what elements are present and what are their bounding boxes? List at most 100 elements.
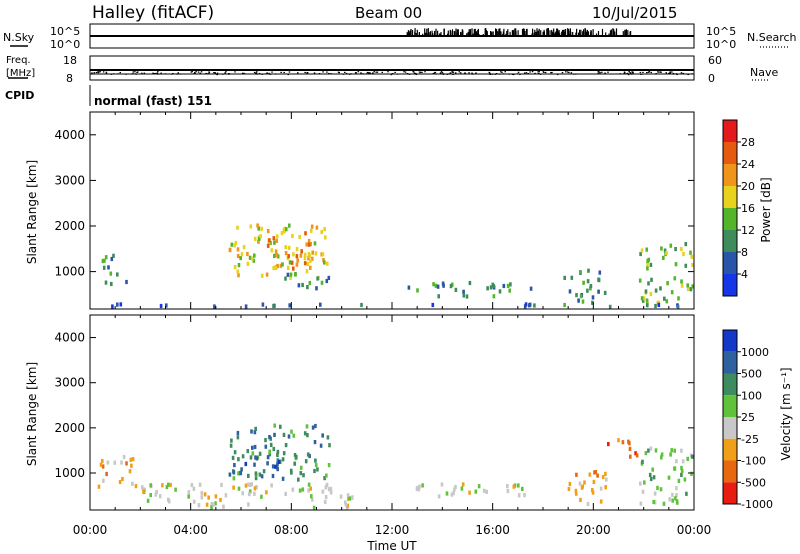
power-cell xyxy=(646,303,649,308)
freq-dot xyxy=(435,73,437,75)
freq-dot xyxy=(216,72,219,74)
beam-label: Beam 00 xyxy=(355,4,422,22)
power-cell xyxy=(315,286,318,291)
noise-spike xyxy=(582,31,584,35)
power-cell xyxy=(603,290,607,295)
noise-spike xyxy=(565,29,567,35)
velocity-cell xyxy=(477,484,481,489)
freq-dot xyxy=(134,73,136,75)
power-colorbar-swatch xyxy=(723,142,737,164)
velocity-cell xyxy=(321,489,325,494)
power-cell xyxy=(246,261,250,266)
date-label: 10/Jul/2015 xyxy=(592,4,677,22)
freq-dot xyxy=(511,73,514,75)
velocity-cell xyxy=(230,438,233,443)
velocity-cell xyxy=(266,455,270,460)
velocity-cell xyxy=(628,446,632,451)
noise-spike xyxy=(476,31,478,35)
velocity-cell xyxy=(149,493,152,498)
velocity-cell xyxy=(599,499,603,504)
power-cell xyxy=(102,265,106,270)
freq-dot xyxy=(575,73,577,75)
velocity-cell xyxy=(247,502,250,507)
freq-dot xyxy=(91,72,93,74)
freq-label-2: [MHz] xyxy=(6,68,35,79)
power-cell xyxy=(325,278,329,284)
velocity-cell xyxy=(187,490,191,495)
freq-dot xyxy=(421,71,423,73)
velocity-cell xyxy=(485,489,488,494)
noise-spike xyxy=(629,31,631,35)
freq-dot xyxy=(468,72,470,74)
noise-spike xyxy=(562,29,564,35)
power-cell xyxy=(663,248,667,253)
velocity-cell xyxy=(605,477,608,482)
power-cell xyxy=(309,265,312,270)
power-cell xyxy=(270,248,274,253)
power-cell xyxy=(291,233,294,239)
velocity-cell xyxy=(134,484,138,489)
power-ylabel: Slant Range [km] xyxy=(25,160,39,264)
freq-dot xyxy=(498,73,501,75)
power-cell xyxy=(662,255,665,260)
velocity-cell xyxy=(281,476,285,481)
velocity-cell xyxy=(306,433,309,438)
velocity-cell xyxy=(247,482,250,487)
noise-spike xyxy=(416,29,418,35)
velocity-cell xyxy=(512,484,516,489)
freq-dot xyxy=(419,73,421,75)
freq-dot xyxy=(525,72,528,74)
velocity-cell xyxy=(241,491,244,496)
power-cell xyxy=(287,254,290,259)
velocity-cell xyxy=(324,495,328,500)
power-cell xyxy=(324,235,327,240)
freq-dot xyxy=(381,71,383,73)
freq-dot xyxy=(366,71,369,74)
freq-dot xyxy=(537,73,540,75)
freq-dot xyxy=(375,71,377,73)
velocity-ylabel: Slant Range [km] xyxy=(25,362,39,466)
freq-dot xyxy=(534,72,536,74)
velocity-cell xyxy=(233,463,236,468)
velocity-cell xyxy=(635,453,639,458)
power-colorbar-swatch xyxy=(723,208,737,230)
power-cell xyxy=(638,278,642,283)
noise-spike xyxy=(549,30,551,35)
power-cell xyxy=(659,286,662,291)
power-cell xyxy=(295,262,299,267)
velocity-cell xyxy=(200,490,204,496)
velocity-colorbar-swatch xyxy=(723,373,737,396)
freq-dot xyxy=(224,72,226,74)
velocity-cell xyxy=(586,501,590,507)
freq-dot xyxy=(419,71,422,73)
power-cell xyxy=(261,302,265,307)
velocity-cell xyxy=(264,438,267,443)
velocity-cell xyxy=(273,432,276,437)
freq-dot xyxy=(623,71,626,73)
power-cell xyxy=(598,270,602,275)
freq-dot xyxy=(566,71,569,73)
power-cell xyxy=(666,281,669,286)
freq-dot xyxy=(607,71,609,73)
power-cell xyxy=(640,296,644,301)
velocity-cell xyxy=(575,472,578,477)
power-cell xyxy=(311,256,314,261)
velocity-cell xyxy=(680,469,684,474)
power-cell xyxy=(502,283,506,289)
noise-spike xyxy=(613,29,615,35)
noise-spike xyxy=(411,30,414,35)
freq-dot xyxy=(280,71,282,73)
velocity-cell xyxy=(421,483,424,488)
velocity-cell xyxy=(474,489,478,494)
noise-spike xyxy=(499,28,501,35)
freq-dot xyxy=(475,72,477,74)
velocity-cell xyxy=(273,423,276,428)
power-cell xyxy=(284,251,288,256)
freq-dot xyxy=(451,71,453,73)
noise-spike xyxy=(457,32,459,35)
noise-spike xyxy=(496,29,498,35)
noise-spike xyxy=(511,30,513,35)
freq-dot xyxy=(676,73,678,76)
noise-spike xyxy=(622,31,624,35)
